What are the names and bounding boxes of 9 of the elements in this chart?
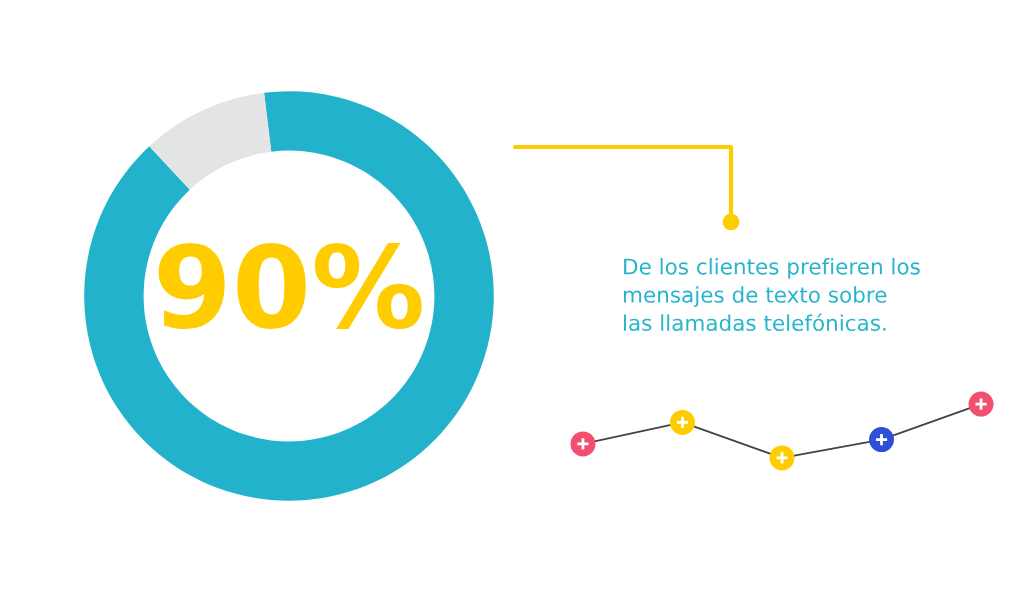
point [869, 427, 895, 453]
point [570, 431, 596, 457]
donut-slice [149, 92, 272, 190]
point [669, 409, 695, 435]
point [968, 391, 994, 417]
text: De los clientes prefieren los mensajes de texto sobre las llamadas telefónicas. [623, 258, 920, 332]
point [769, 445, 795, 471]
data-label: 90% [158, 242, 422, 330]
donut-slice [84, 91, 494, 501]
